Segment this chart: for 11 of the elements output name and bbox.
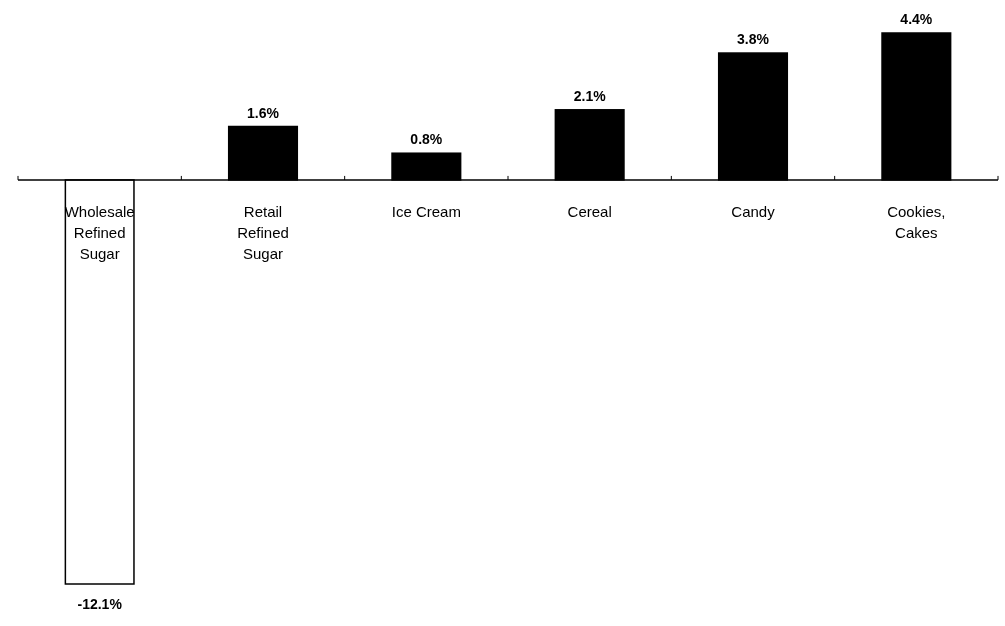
x-tick-label: Cookies, Cakes bbox=[887, 202, 946, 241]
data-label: -12.1% bbox=[77, 596, 123, 612]
data-label: 0.8% bbox=[410, 131, 443, 148]
data-label: 2.1% bbox=[573, 87, 607, 104]
data-label: 1.6% bbox=[247, 104, 280, 121]
x-tick-label: Ice Cream bbox=[391, 202, 461, 220]
x-tick-label: Cereal bbox=[567, 202, 612, 220]
x-tick-label: Candy bbox=[731, 202, 776, 220]
x-tick-label: Retail Refined Sugar bbox=[237, 202, 289, 262]
data-label: 4.4% bbox=[900, 11, 933, 27]
data-label: 3.8% bbox=[737, 31, 770, 48]
